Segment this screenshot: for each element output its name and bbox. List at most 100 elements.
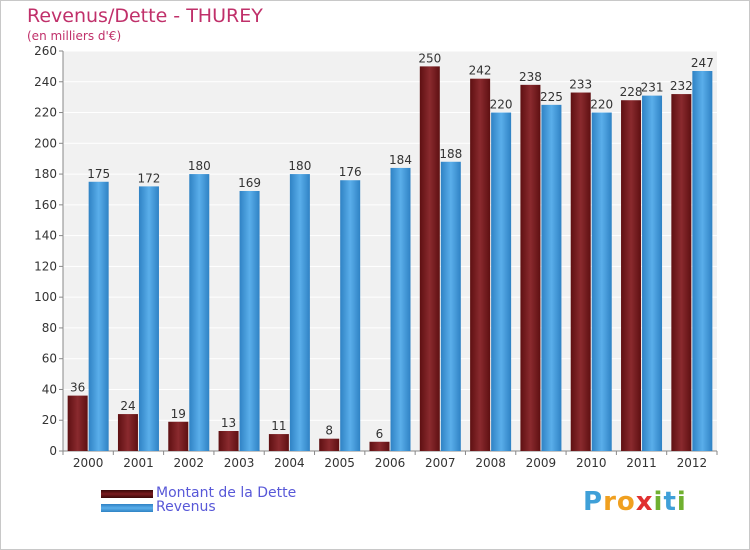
data-label-dette-2005: 8	[325, 424, 333, 438]
bar-dette-2003	[218, 431, 239, 451]
bar-dette-2007	[419, 66, 440, 451]
y-tick-label: 180	[34, 167, 57, 181]
data-label-dette-2004: 11	[271, 419, 286, 433]
x-tick-label: 2010	[576, 456, 607, 470]
bar-revenus-2012	[692, 71, 713, 451]
y-tick-label: 120	[34, 259, 57, 273]
bar-revenus-2003	[239, 191, 260, 451]
x-tick-label: 2012	[677, 456, 708, 470]
data-label-dette-2007: 250	[418, 51, 441, 65]
logo-letter: i	[653, 487, 664, 517]
data-label-dette-2002: 19	[171, 407, 186, 421]
data-label-revenus-2002: 180	[188, 159, 211, 173]
legend-swatch-dette	[101, 490, 153, 498]
legend-swatch-revenus	[101, 504, 153, 512]
x-tick-label: 2006	[375, 456, 406, 470]
bar-dette-2011	[621, 100, 642, 451]
data-label-dette-2011: 228	[620, 85, 643, 99]
x-tick-label: 2001	[123, 456, 154, 470]
data-label-dette-2003: 13	[221, 416, 236, 430]
logo-letter: P	[583, 487, 604, 517]
bar-revenus-2011	[642, 95, 663, 451]
x-tick-label: 2005	[324, 456, 355, 470]
data-label-revenus-2005: 176	[339, 165, 362, 179]
bar-dette-2000	[67, 395, 88, 451]
bar-dette-2009	[520, 84, 541, 451]
logo-letter: o	[616, 487, 636, 517]
bar-dette-2010	[570, 92, 591, 452]
bar-revenus-2001	[138, 186, 159, 451]
data-label-dette-2006: 6	[376, 427, 384, 441]
y-tick-label: 160	[34, 198, 57, 212]
bar-revenus-2002	[189, 174, 210, 452]
x-tick-label: 2004	[274, 456, 305, 470]
y-axis: 0 20 40 60 80 100 120 140 160 180 200 220 240 260	[34, 44, 717, 458]
data-label-revenus-2007: 188	[439, 147, 462, 161]
chart-title: Revenus/Dette - THUREY	[27, 5, 263, 27]
bar-dette-2002	[168, 421, 189, 451]
data-label-revenus-2010: 220	[590, 98, 613, 112]
x-tick-label: 2003	[224, 456, 255, 470]
bar-revenus-2010	[591, 112, 612, 452]
data-label-dette-2000: 36	[70, 381, 85, 395]
y-tick-label: 80	[42, 321, 57, 335]
bar-dette-2004	[268, 434, 289, 451]
data-label-revenus-2009: 225	[540, 90, 563, 104]
data-label-dette-2010: 233	[569, 78, 592, 92]
proxiti-logo: Proxiti	[583, 487, 687, 517]
plot-background	[63, 51, 717, 451]
data-label-dette-2001: 24	[120, 399, 135, 413]
data-label-revenus-2012: 247	[691, 56, 714, 70]
bar-dette-2006	[369, 441, 390, 451]
bar-revenus-2009	[541, 104, 562, 451]
x-tick-label: 2002	[173, 456, 204, 470]
logo-letter: t	[663, 487, 677, 517]
x-tick-label: 2009	[526, 456, 557, 470]
bars	[67, 66, 713, 452]
x-tick-label: 2011	[626, 456, 657, 470]
bar-dette-2012	[671, 94, 692, 452]
data-label-revenus-2004: 180	[288, 159, 311, 173]
data-label-revenus-2000: 175	[87, 167, 110, 181]
x-axis: 2000 2001 2002 2003 2004 2005 2006 2007 2008 2009…	[62, 451, 718, 470]
bar-dette-2005	[319, 438, 340, 451]
bar-dette-2008	[470, 78, 491, 451]
bar-revenus-2000	[88, 181, 109, 451]
x-tick-label: 2000	[73, 456, 104, 470]
data-label-revenus-2003: 169	[238, 176, 261, 190]
y-tick-label: 100	[34, 290, 57, 304]
data-label-revenus-2006: 184	[389, 153, 412, 167]
data-label-dette-2009: 238	[519, 70, 542, 84]
data-label-dette-2008: 242	[469, 64, 492, 78]
bar-revenus-2007	[440, 161, 461, 451]
y-tick-label: 20	[42, 413, 57, 427]
y-tick-label: 260	[34, 44, 57, 58]
data-labels: 36 175 24 172 19 180 13 169 11 180 8 176 6 184 250 188 2…	[70, 51, 714, 440]
bar-dette-2001	[117, 414, 138, 451]
bar-revenus-2004	[289, 174, 310, 452]
bar-revenus-2006	[390, 167, 411, 451]
y-tick-label: 40	[42, 382, 57, 396]
logo-letter: r	[603, 487, 617, 517]
chart-subtitle: (en milliers d'€)	[27, 29, 122, 43]
data-label-dette-2012: 232	[670, 79, 693, 93]
y-tick-label: 240	[34, 75, 57, 89]
x-tick-label: 2007	[425, 456, 456, 470]
y-tick-label: 220	[34, 106, 57, 120]
legend-label-revenus: Revenus	[156, 499, 216, 515]
data-label-revenus-2011: 231	[641, 81, 664, 95]
data-label-revenus-2001: 172	[138, 171, 161, 185]
logo-letter: x	[635, 487, 654, 517]
y-tick-label: 60	[42, 352, 57, 366]
x-tick-label: 2008	[475, 456, 506, 470]
y-tick-label: 200	[34, 136, 57, 150]
bar-revenus-2005	[340, 180, 361, 451]
y-tick-label: 0	[49, 444, 57, 458]
data-label-revenus-2008: 220	[490, 98, 513, 112]
legend-label-dette: Montant de la Dette	[156, 485, 297, 501]
logo-letter: i	[676, 487, 687, 517]
bar-revenus-2008	[491, 112, 512, 452]
y-tick-label: 140	[34, 229, 57, 243]
